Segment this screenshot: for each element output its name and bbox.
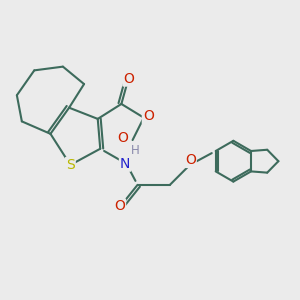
Text: O: O <box>118 130 129 145</box>
Text: N: N <box>120 157 130 171</box>
Text: S: S <box>66 158 75 172</box>
Text: O: O <box>185 153 196 167</box>
Text: O: O <box>123 72 134 86</box>
Text: O: O <box>143 110 154 123</box>
Text: H: H <box>131 143 140 157</box>
Text: O: O <box>114 200 125 214</box>
